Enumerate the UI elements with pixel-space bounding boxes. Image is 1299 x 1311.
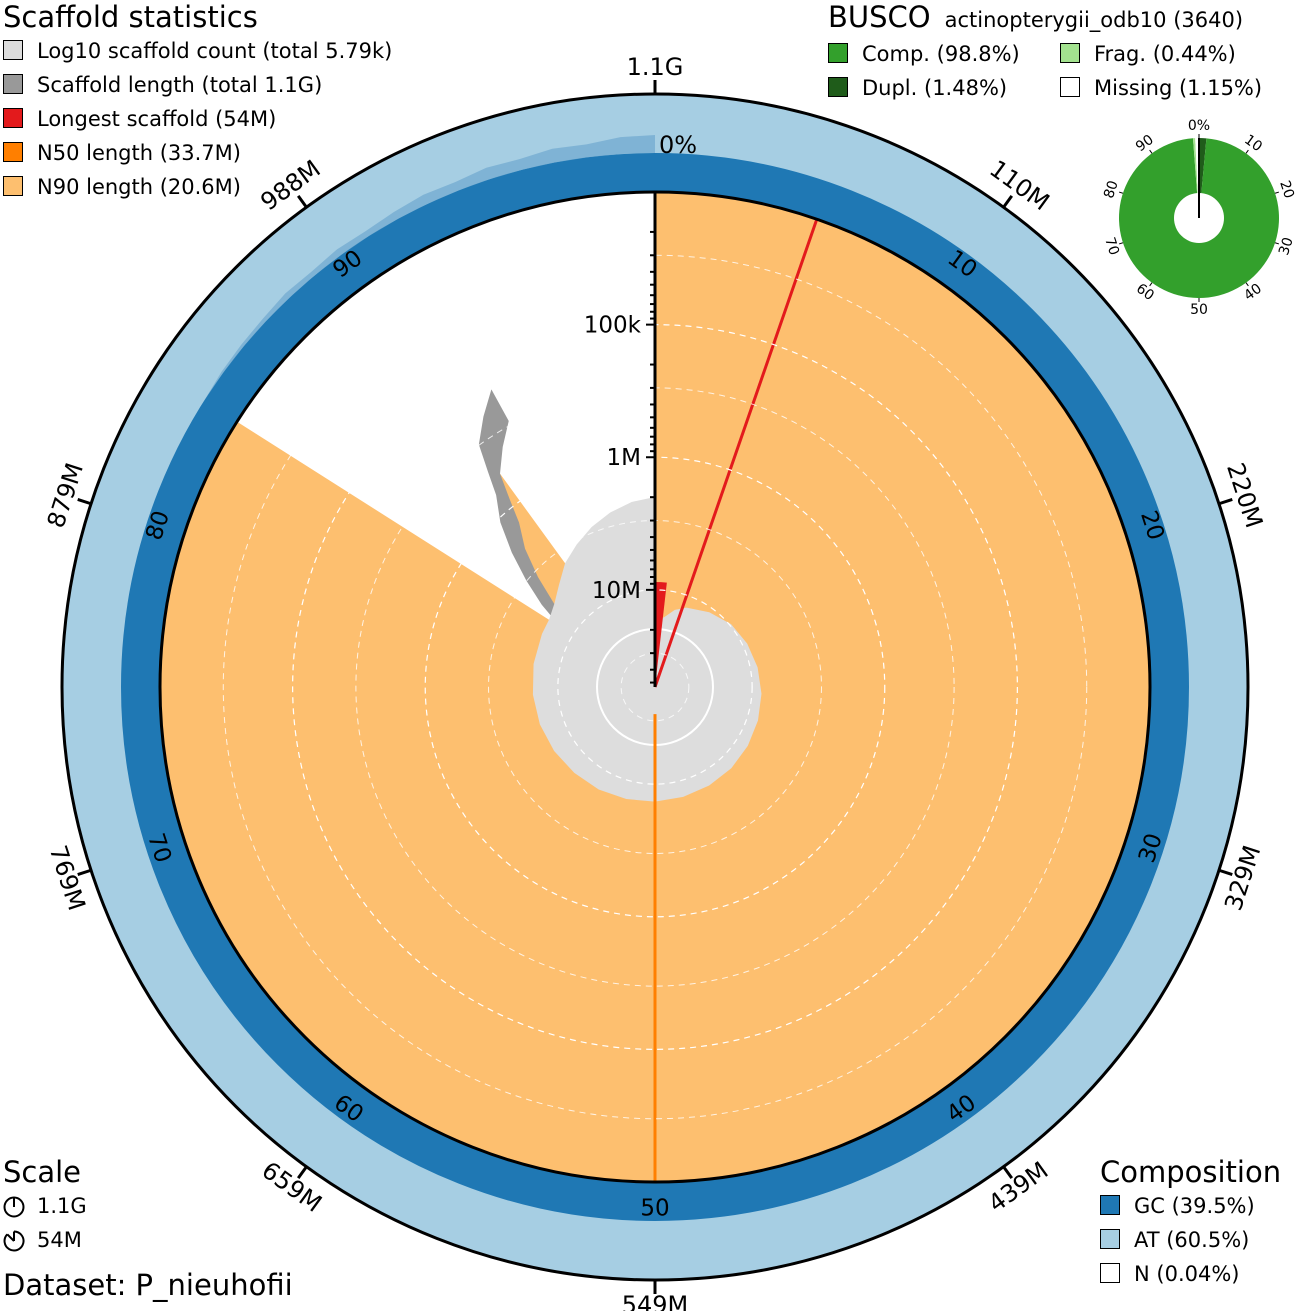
legend-item-scaffold-length: Scaffold length (total 1.1G) <box>3 68 322 102</box>
percent-label: 0% <box>659 131 697 159</box>
legend-item-gc: GC (39.5%) <box>1100 1189 1281 1223</box>
legend-item-n50: N50 length (33.7M) <box>3 136 258 170</box>
legend-swatch <box>3 74 23 94</box>
length-label: 1.1G <box>627 53 684 81</box>
legend-label: Missing (1.15%) <box>1094 76 1263 100</box>
length-label: 769M <box>44 842 91 914</box>
outer-tick <box>1002 195 1013 209</box>
legend-label: Longest scaffold (54M) <box>37 107 277 131</box>
legend-label: GC (39.5%) <box>1134 1194 1255 1218</box>
outer-tick <box>1002 1165 1013 1179</box>
scale-legend: Scale 1.1G 54M <box>3 1155 87 1257</box>
busco-tick-label: 50 <box>1190 302 1208 318</box>
gc-ring <box>121 153 1189 1221</box>
busco-tick <box>1149 282 1153 287</box>
legend-swatch <box>3 142 23 162</box>
scaffold-length-tail <box>478 389 591 647</box>
busco-tick <box>1149 149 1153 154</box>
radial-axis-label: 100k <box>584 313 642 339</box>
legend-label: Comp. (98.8%) <box>862 42 1020 66</box>
busco-tick-label: 40 <box>1241 281 1265 304</box>
outer-tick <box>77 868 92 876</box>
radial-axis-label: 10M <box>592 578 641 604</box>
busco-tick-label: 60 <box>1133 281 1157 304</box>
busco-title: BUSCO <box>828 0 931 34</box>
busco-tick <box>1118 242 1124 245</box>
legend-swatch <box>828 77 848 97</box>
composition-title: Composition <box>1100 1155 1282 1189</box>
legend-label: N90 length (20.6M) <box>37 175 241 199</box>
legend-item-at: AT (60.5%) <box>1100 1223 1281 1257</box>
legend-swatch <box>828 43 848 63</box>
legend-label: AT (60.5%) <box>1134 1228 1250 1252</box>
scale-total-icon <box>3 1196 25 1218</box>
legend-label: N (0.04%) <box>1134 1262 1240 1286</box>
legend-item-scaffold-count: Log10 scaffold count (total 5.79k) <box>3 34 392 68</box>
busco-tick-label: 30 <box>1276 235 1297 257</box>
scale-item-total: 1.1G <box>3 1189 87 1223</box>
busco-tick-label: 70 <box>1101 235 1122 257</box>
log-minor-gridline <box>222 254 1088 1120</box>
legend-label: Scaffold length (total 1.1G) <box>37 73 323 97</box>
legend-label: Log10 scaffold count (total 5.79k) <box>37 39 393 63</box>
outer-tick <box>297 195 308 209</box>
scaffold-stats-title: Scaffold statistics <box>3 0 258 34</box>
scale-item-longest: 54M <box>3 1223 82 1257</box>
legend-label: N50 length (33.7M) <box>37 141 241 165</box>
legend-label: Dupl. (1.48%) <box>862 76 1008 100</box>
busco-legend-row: Dupl. (1.48%) Missing (1.15%) <box>828 71 1298 105</box>
outer-tick <box>1218 498 1233 506</box>
legend-swatch <box>1060 43 1080 63</box>
length-label: 220M <box>1221 459 1268 531</box>
busco-title-row: BUSCO actinopterygii_odb10 (3640) <box>828 0 1298 37</box>
longest-scaffold-wedge <box>655 582 667 687</box>
length-label: 549M <box>622 1291 689 1311</box>
outer-tick <box>77 498 92 506</box>
scaffold-stats-legend: Scaffold statistics Log10 scaffold count… <box>3 0 392 204</box>
legend-swatch <box>1100 1263 1120 1283</box>
outer-tick <box>1218 868 1233 876</box>
scaffold-count-area <box>532 497 762 802</box>
legend-swatch <box>3 40 23 60</box>
busco-lineage: actinopterygii_odb10 (3640) <box>944 8 1244 32</box>
outer-tick <box>297 1165 308 1179</box>
busco-tick-label: 80 <box>1101 179 1122 201</box>
dataset-label: Dataset: P_nieuhofii <box>3 1268 293 1302</box>
legend-swatch <box>1060 77 1080 97</box>
busco-tick-label: 90 <box>1133 132 1157 155</box>
legend-swatch <box>1100 1229 1120 1249</box>
legend-label: Frag. (0.44%) <box>1094 42 1236 66</box>
busco-legend: BUSCO actinopterygii_odb10 (3640) Comp. (… <box>828 0 1298 105</box>
legend-swatch <box>1100 1195 1120 1215</box>
busco-pie-chart: 0% 10 20 30 40 50 60 70 80 90 <box>1101 118 1297 318</box>
legend-item-n90: N90 length (20.6M) <box>3 170 258 204</box>
composition-legend: Composition GC (39.5%) AT (60.5%) N (0.0… <box>1100 1155 1281 1291</box>
scale-longest-icon <box>3 1230 25 1252</box>
busco-tick-label: 10 <box>1241 132 1265 155</box>
legend-swatch <box>3 108 23 128</box>
legend-swatch <box>3 176 23 196</box>
scale-label: 54M <box>37 1228 82 1252</box>
busco-legend-row: Comp. (98.8%) Frag. (0.44%) <box>828 37 1298 71</box>
busco-tick <box>1245 282 1249 287</box>
legend-item-longest-scaffold: Longest scaffold (54M) <box>3 102 276 136</box>
length-label: 879M <box>42 459 89 531</box>
legend-item-n: N (0.04%) <box>1100 1257 1281 1291</box>
percent-label: 50 <box>640 1196 669 1222</box>
length-label: 329M <box>1219 842 1266 914</box>
at-ring <box>62 94 1248 1280</box>
busco-tick-label: 0% <box>1188 118 1210 134</box>
longest-scaffold-line <box>653 218 819 688</box>
scale-label: 1.1G <box>37 1194 87 1218</box>
scale-title: Scale <box>3 1155 82 1189</box>
busco-tick-label: 20 <box>1276 179 1297 201</box>
radial-axis-label: 1M <box>607 445 641 471</box>
busco-tick <box>1274 191 1280 194</box>
busco-tick <box>1118 191 1124 194</box>
busco-tick <box>1274 242 1280 245</box>
busco-tick <box>1245 149 1249 154</box>
